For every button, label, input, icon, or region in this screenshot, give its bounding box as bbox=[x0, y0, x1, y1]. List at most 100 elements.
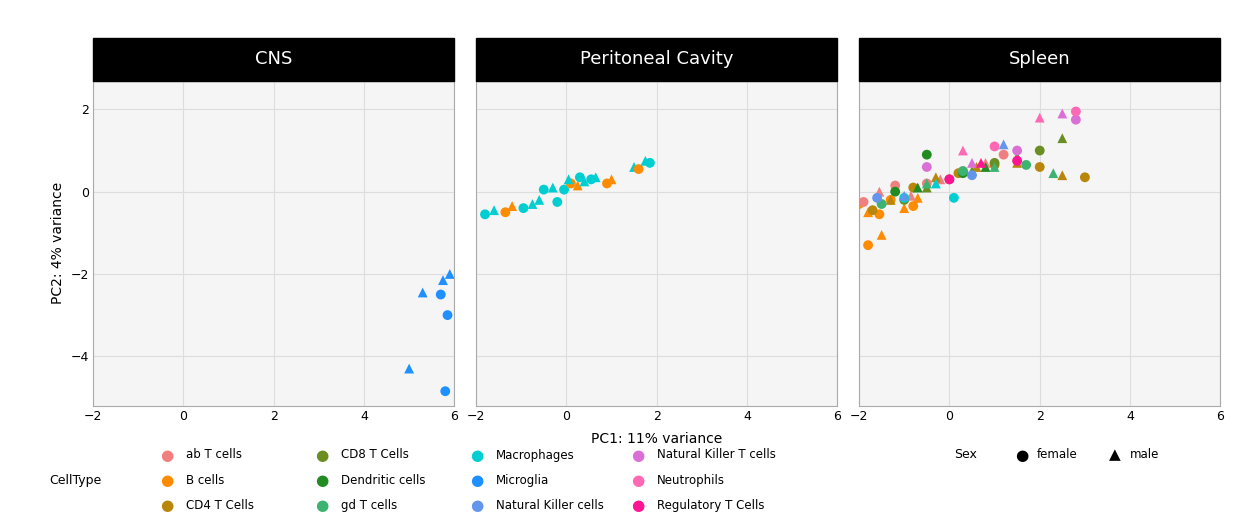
Point bbox=[953, 167, 973, 175]
Point bbox=[975, 163, 995, 171]
Text: ●: ● bbox=[161, 473, 173, 488]
Text: Neutrophils: Neutrophils bbox=[657, 474, 725, 487]
Text: B cells: B cells bbox=[186, 474, 224, 487]
Point bbox=[903, 202, 923, 210]
FancyBboxPatch shape bbox=[859, 38, 1220, 81]
Point bbox=[567, 181, 587, 190]
Point bbox=[908, 184, 928, 192]
FancyBboxPatch shape bbox=[93, 38, 455, 81]
Point bbox=[434, 276, 453, 284]
Text: PC1: 11% variance: PC1: 11% variance bbox=[591, 433, 722, 446]
Text: female: female bbox=[1037, 448, 1078, 462]
Point bbox=[1007, 152, 1027, 161]
Point bbox=[636, 157, 655, 165]
Point bbox=[1052, 171, 1072, 179]
Text: ●: ● bbox=[316, 473, 328, 488]
Point bbox=[939, 175, 959, 184]
Point bbox=[859, 208, 878, 216]
Text: Microglia: Microglia bbox=[496, 474, 549, 487]
Point bbox=[985, 159, 1005, 167]
Point bbox=[437, 311, 457, 319]
Point bbox=[901, 192, 921, 200]
Point bbox=[413, 288, 432, 296]
Text: ●: ● bbox=[632, 499, 644, 513]
Text: CD4 T Cells: CD4 T Cells bbox=[186, 499, 254, 513]
Point bbox=[926, 179, 945, 188]
Point bbox=[1030, 146, 1049, 154]
Point bbox=[1007, 159, 1027, 167]
Text: ●: ● bbox=[471, 499, 483, 513]
Point bbox=[1075, 173, 1095, 181]
Point bbox=[881, 196, 901, 204]
Point bbox=[1016, 161, 1036, 169]
Point bbox=[917, 179, 937, 188]
Point bbox=[971, 159, 991, 167]
Point bbox=[961, 167, 981, 175]
Point bbox=[953, 146, 973, 154]
Point bbox=[994, 140, 1014, 149]
Text: male: male bbox=[1130, 448, 1160, 462]
Point bbox=[862, 206, 882, 214]
Text: Natural Killer cells: Natural Killer cells bbox=[496, 499, 603, 513]
Point bbox=[1030, 113, 1049, 122]
Point bbox=[895, 192, 914, 200]
Point bbox=[559, 175, 579, 184]
Text: CellType: CellType bbox=[50, 474, 102, 487]
Point bbox=[908, 193, 928, 202]
Point bbox=[523, 200, 543, 208]
Point bbox=[1052, 134, 1072, 142]
Text: CD8 T Cells: CD8 T Cells bbox=[341, 448, 409, 462]
Point bbox=[917, 163, 937, 171]
Point bbox=[435, 387, 455, 395]
Point bbox=[597, 179, 617, 188]
Point bbox=[949, 169, 969, 177]
Text: ●: ● bbox=[1016, 448, 1028, 462]
Point bbox=[502, 202, 522, 210]
Point bbox=[602, 175, 622, 184]
Point bbox=[917, 184, 937, 192]
Point bbox=[399, 365, 419, 373]
Point bbox=[849, 200, 869, 208]
Text: Natural Killer T cells: Natural Killer T cells bbox=[657, 448, 776, 462]
Point bbox=[961, 159, 981, 167]
Point bbox=[548, 198, 567, 206]
Point bbox=[534, 186, 554, 194]
Point bbox=[926, 173, 945, 181]
Text: Macrophages: Macrophages bbox=[496, 448, 575, 462]
Text: ●: ● bbox=[316, 499, 328, 513]
Point bbox=[895, 193, 914, 202]
Point bbox=[895, 196, 914, 204]
Point bbox=[872, 200, 892, 208]
Point bbox=[985, 161, 1005, 169]
Point bbox=[543, 184, 563, 192]
Point bbox=[870, 188, 890, 196]
Point bbox=[953, 167, 973, 175]
Point bbox=[939, 175, 959, 184]
Point bbox=[1007, 157, 1027, 165]
FancyBboxPatch shape bbox=[476, 38, 838, 81]
Point bbox=[975, 159, 995, 167]
Text: Spleen: Spleen bbox=[1009, 50, 1070, 69]
Point bbox=[431, 290, 451, 298]
Point bbox=[1043, 169, 1063, 177]
Point bbox=[575, 177, 595, 186]
Point bbox=[872, 231, 892, 239]
Point bbox=[1066, 115, 1085, 124]
Point bbox=[570, 173, 590, 181]
Y-axis label: PC2: 4% variance: PC2: 4% variance bbox=[51, 182, 64, 304]
Point bbox=[870, 210, 890, 218]
Text: ●: ● bbox=[161, 448, 173, 462]
Point bbox=[930, 175, 950, 184]
Text: ●: ● bbox=[471, 473, 483, 488]
Point bbox=[917, 179, 937, 188]
Point bbox=[961, 171, 981, 179]
Point bbox=[994, 150, 1014, 159]
Point bbox=[484, 206, 504, 214]
Point bbox=[628, 165, 648, 173]
Point bbox=[903, 184, 923, 192]
Point bbox=[624, 163, 644, 171]
Text: ●: ● bbox=[316, 448, 328, 462]
Text: gd T cells: gd T cells bbox=[341, 499, 396, 513]
Text: Regulatory T Cells: Regulatory T Cells bbox=[657, 499, 764, 513]
Point bbox=[985, 163, 1005, 171]
